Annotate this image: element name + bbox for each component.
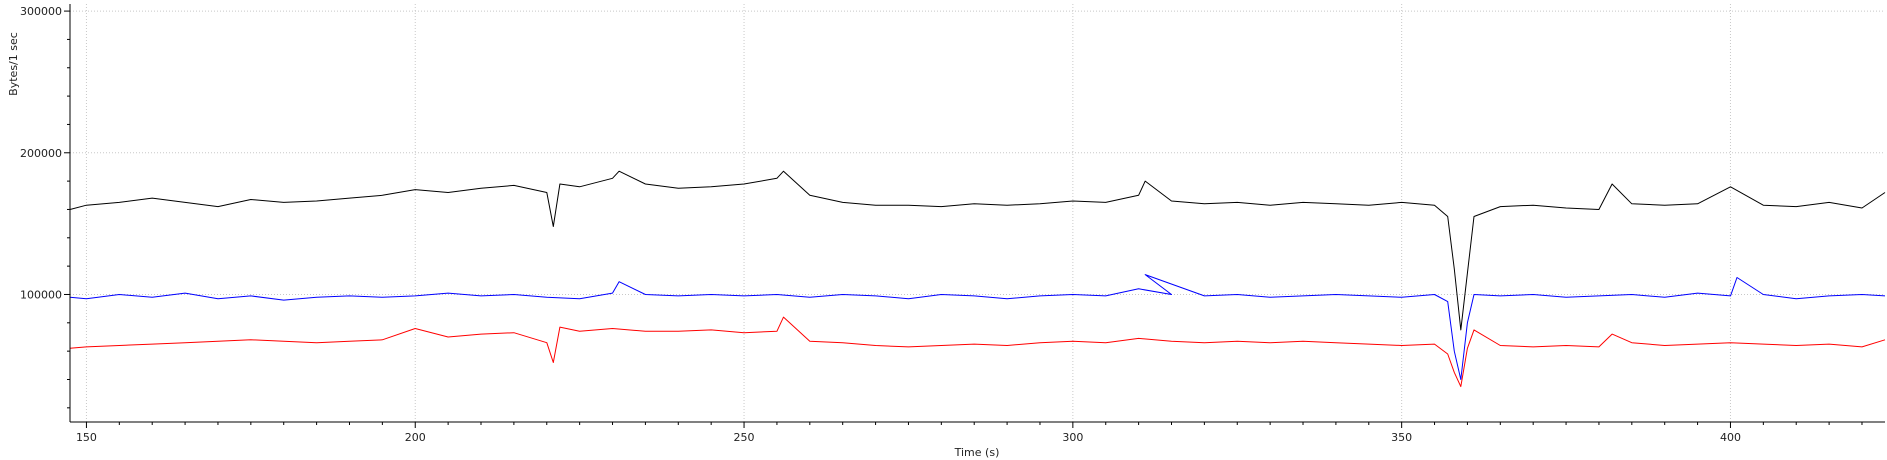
- x-tick-label: 350: [1391, 431, 1412, 444]
- y-tick-label: 200000: [20, 147, 62, 160]
- x-tick-label: 250: [734, 431, 755, 444]
- grid: [70, 4, 1885, 422]
- series-line-2: [69, 316, 1886, 388]
- x-tick-label: 200: [405, 431, 426, 444]
- x-tick-label: 150: [76, 431, 97, 444]
- series-line-1: [69, 274, 1886, 380]
- series-line-0: [69, 170, 1886, 331]
- y-axis-title: Bytes/1 sec: [7, 32, 20, 96]
- x-tick-label: 300: [1062, 431, 1083, 444]
- ticks: 150 200 250 300 350 400 100000 200000 300000: [20, 5, 1863, 444]
- x-axis-title: Time (s): [954, 446, 1000, 459]
- y-tick-label: 100000: [20, 288, 62, 301]
- x-tick-label: 400: [1720, 431, 1741, 444]
- axes: [69, 4, 1885, 423]
- series-group: [69, 170, 1886, 388]
- y-tick-label: 300000: [20, 5, 62, 18]
